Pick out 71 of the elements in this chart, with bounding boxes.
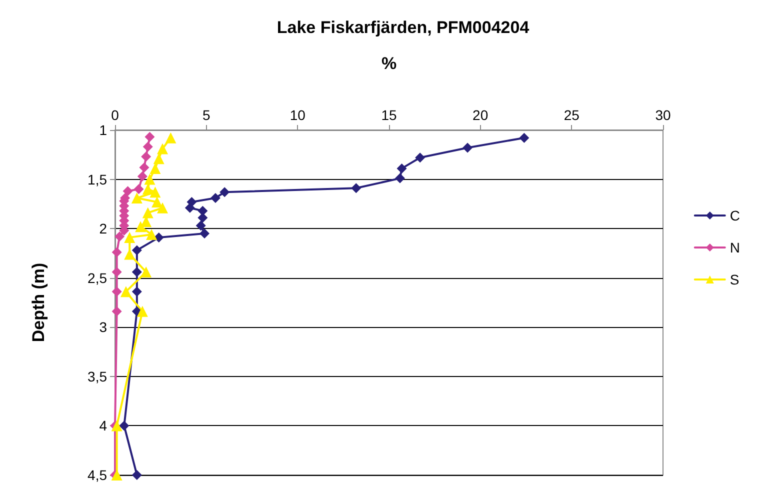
point: [122, 186, 133, 196]
point: [462, 142, 473, 153]
point: [351, 183, 362, 194]
x-tick-label: 15: [381, 107, 397, 123]
x-tick-label: 25: [564, 107, 580, 123]
point: [134, 184, 144, 194]
point: [154, 232, 164, 242]
y-tick-label: 3: [99, 319, 108, 336]
point: [156, 143, 168, 154]
point: [150, 162, 161, 174]
y-tick-label: 2,5: [88, 270, 108, 286]
point: [220, 187, 230, 198]
point: [146, 228, 158, 240]
point: [124, 248, 136, 260]
point: [210, 193, 220, 204]
y-tick-label: 4,5: [88, 467, 108, 483]
y-tick-label: 3,5: [88, 368, 108, 384]
legend-label: S: [730, 272, 740, 288]
x-tick-label: 5: [202, 107, 210, 123]
point: [156, 202, 168, 214]
point: [131, 192, 142, 204]
y-tick-label: 1: [99, 122, 108, 138]
point: [200, 228, 210, 238]
y-tick-label: 2: [99, 220, 108, 237]
point: [142, 184, 154, 195]
point: [415, 152, 426, 163]
point: [140, 266, 152, 278]
point: [132, 286, 142, 297]
point: [132, 266, 142, 277]
point: [114, 231, 125, 242]
point: [139, 162, 150, 172]
point: [394, 173, 405, 184]
y-axis-title: Depth (m): [29, 262, 48, 342]
point: [111, 420, 122, 432]
point: [119, 420, 130, 431]
point: [141, 152, 152, 162]
x-tick-label: 0: [111, 107, 120, 123]
point: [112, 306, 122, 316]
y-tick-label: 4: [99, 418, 108, 434]
legend-label: C: [730, 208, 740, 224]
point: [112, 286, 122, 297]
point: [184, 202, 195, 213]
point: [152, 196, 163, 208]
point: [132, 245, 142, 256]
point: [137, 171, 148, 182]
point: [196, 220, 206, 231]
point: [112, 266, 122, 277]
point: [120, 286, 132, 298]
point: [142, 142, 153, 152]
point: [144, 132, 155, 142]
x-tick-label: 10: [290, 107, 306, 123]
x-tick-label: 20: [472, 107, 488, 123]
point: [153, 153, 164, 164]
point: [124, 232, 136, 243]
point: [135, 221, 146, 232]
point: [142, 207, 154, 218]
point: [136, 306, 148, 317]
point: [165, 132, 176, 144]
legend-label: N: [730, 240, 740, 256]
point: [111, 470, 122, 480]
point: [150, 186, 161, 198]
point: [132, 470, 142, 480]
x-tick-label: 30: [655, 107, 671, 123]
point: [198, 212, 208, 223]
chart-title: Lake Fiskarfjärden, PFM004204: [276, 18, 530, 37]
point: [519, 132, 530, 143]
x-axis-title: %: [381, 54, 397, 73]
point: [144, 174, 156, 185]
y-tick-label: 1,5: [88, 171, 108, 188]
point: [396, 163, 407, 174]
point: [112, 247, 122, 258]
